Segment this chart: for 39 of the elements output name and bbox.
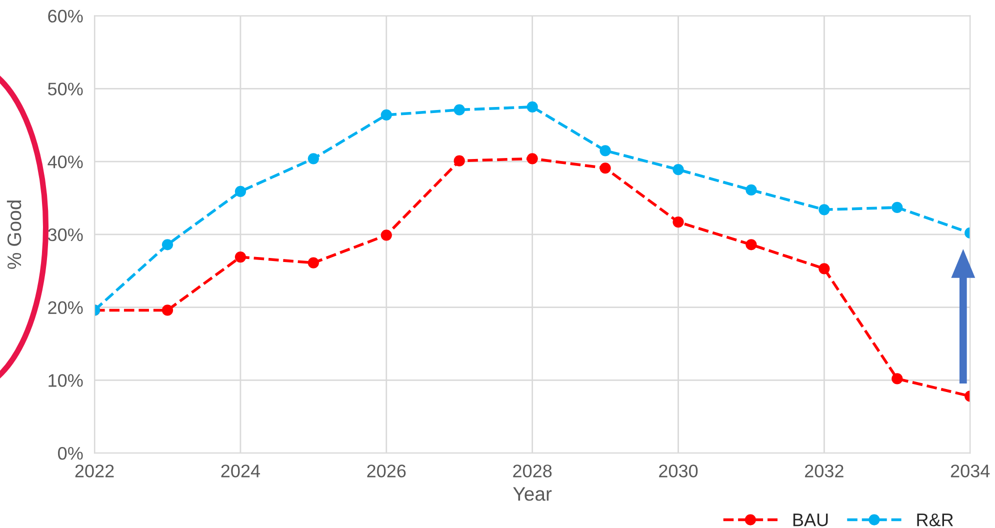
point xyxy=(746,239,757,250)
point xyxy=(380,109,392,120)
y-axis-title: % Good xyxy=(6,200,22,269)
point xyxy=(234,186,246,197)
point xyxy=(746,184,757,196)
point xyxy=(672,216,684,228)
legend-label: R&R xyxy=(917,514,954,526)
y-tick-label: 10% xyxy=(48,374,83,387)
x-tick-label: 2030 xyxy=(659,464,698,478)
point xyxy=(600,145,611,156)
point xyxy=(818,263,830,274)
x-tick-label: 2026 xyxy=(367,464,406,478)
point xyxy=(526,153,538,164)
x-tick-label: 2034 xyxy=(950,464,990,478)
point xyxy=(234,251,246,263)
x-axis-title: Year xyxy=(513,487,552,501)
x-tick-label: 2028 xyxy=(513,464,552,478)
point xyxy=(892,373,903,384)
legend-label: BAU xyxy=(793,514,828,526)
point xyxy=(454,155,465,166)
point xyxy=(526,101,538,112)
x-tick-label: 2032 xyxy=(805,464,844,478)
y-tick-label: 0% xyxy=(58,446,83,460)
point xyxy=(308,257,319,268)
y-tick-label: 20% xyxy=(48,301,83,314)
point xyxy=(162,304,174,316)
point xyxy=(380,230,392,241)
x-tick-label: 2024 xyxy=(221,464,260,478)
x-tick-label: 2022 xyxy=(75,464,114,478)
y-tick-label: 40% xyxy=(48,156,83,168)
point xyxy=(162,239,174,250)
point xyxy=(818,204,830,216)
point xyxy=(308,153,319,164)
point xyxy=(454,104,465,116)
y-tick-label: 60% xyxy=(48,10,83,23)
y-tick-label: 50% xyxy=(48,82,83,96)
point xyxy=(600,162,611,174)
point xyxy=(672,164,684,176)
point xyxy=(892,202,903,214)
